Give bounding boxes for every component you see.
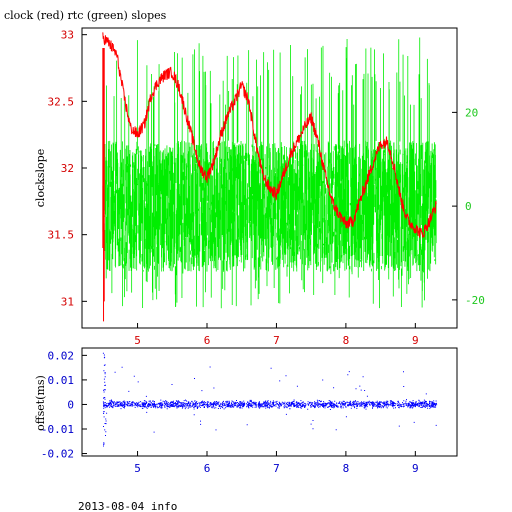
- rtc-series: [102, 37, 437, 309]
- y-tick-label: -0.02: [41, 448, 74, 461]
- y-right-tick-label: -20: [465, 294, 485, 307]
- offset-plot-axes: 5 6 7 8 9 0.02 0.01 0 -0.01 -0.02: [41, 349, 419, 475]
- x-tick-label: 7: [273, 462, 280, 475]
- clock-line: [102, 32, 437, 238]
- x-tick-label: 8: [343, 462, 350, 475]
- x-tick-label: 7: [273, 334, 280, 347]
- offset-plot: 5 6 7 8 9 0.02 0.01 0 -0.01 -0.02 offset(ms): [34, 347, 458, 475]
- y-tick-label: -0.01: [41, 423, 74, 436]
- y-left-tick-label: 32: [61, 162, 74, 175]
- y-right-tick-label: 0: [465, 200, 472, 213]
- offset-plot-frame: [81, 347, 458, 457]
- footer-info: 2013-08-04 info: [78, 500, 177, 512]
- slope-plot: 5 6 7 8 9 33 32.5 32 31.5 31 20 0 -20 clockslope: [34, 27, 485, 347]
- x-tick-label: 6: [204, 334, 211, 347]
- slope-plot-axes: 5 6 7 8 9 33 32.5 32 31.5 31 20 0 -20: [48, 29, 485, 347]
- y-tick-label: 0.01: [48, 374, 75, 387]
- x-tick-label: 9: [412, 334, 419, 347]
- x-tick-label: 9: [412, 462, 419, 475]
- offset-axis-label: offset(ms): [34, 375, 47, 431]
- y-left-tick-label: 33: [61, 29, 74, 42]
- slope-plot-frame: [81, 27, 458, 329]
- clockslope-axis-label: clockslope: [34, 149, 47, 207]
- y-left-tick-label: 31: [61, 295, 74, 308]
- y-tick-label: 0: [67, 398, 74, 411]
- x-tick-label: 5: [134, 334, 141, 347]
- x-tick-label: 6: [204, 462, 211, 475]
- clock-series: [102, 32, 437, 322]
- y-left-tick-label: 31.5: [48, 229, 75, 242]
- chart-title: clock (red) rtc (green) slopes: [4, 9, 167, 22]
- offset-series: [102, 352, 438, 447]
- y-left-tick-label: 32.5: [48, 95, 75, 108]
- x-tick-label: 5: [134, 462, 141, 475]
- offset-points: [102, 352, 438, 447]
- x-tick-label: 8: [343, 334, 350, 347]
- y-tick-label: 0.02: [48, 349, 75, 362]
- y-right-tick-label: 20: [465, 106, 478, 119]
- rtc-line: [102, 37, 437, 309]
